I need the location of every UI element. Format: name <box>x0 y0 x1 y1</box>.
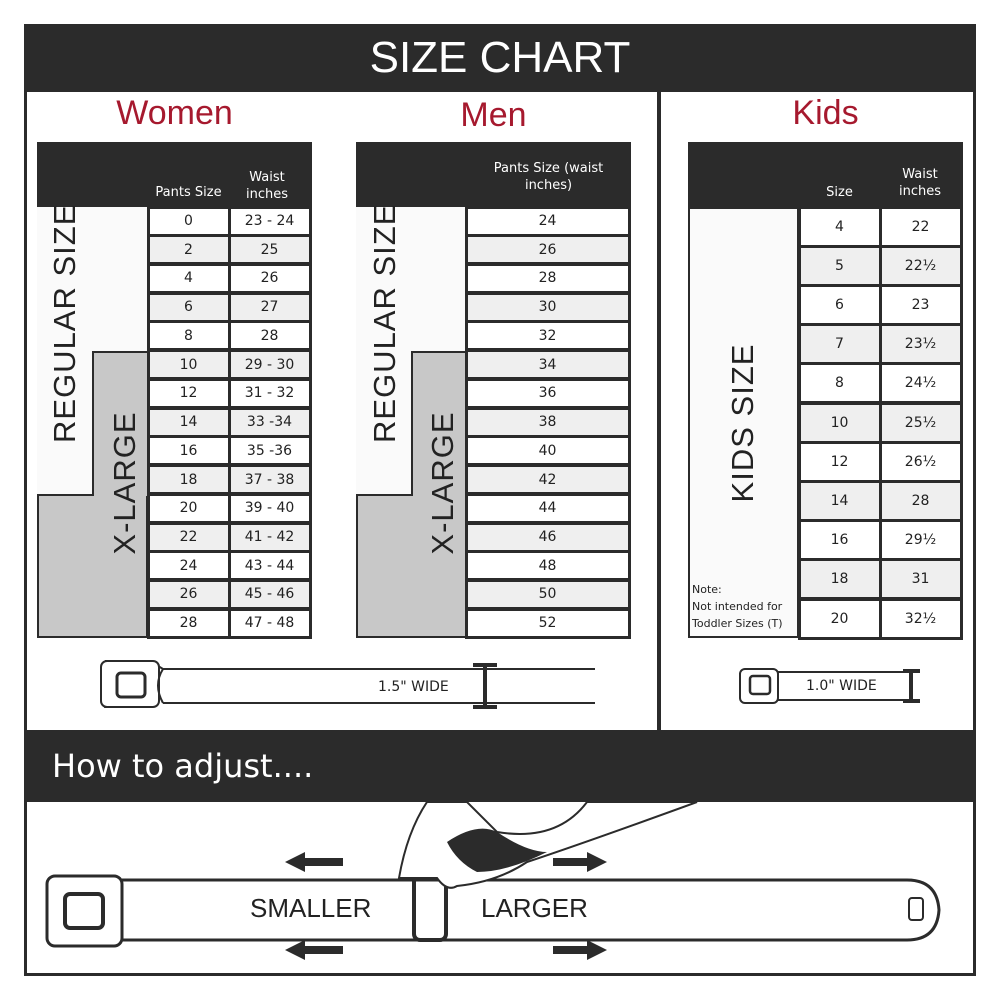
men-pants-size-cell: 24 <box>464 205 631 237</box>
men-pants-size-cell: 40 <box>464 435 631 467</box>
men-table-header: Pants Size (waist inches) <box>356 142 631 207</box>
adjust-belt-illustration <box>45 802 941 960</box>
women-waist-cell: 45 - 46 <box>227 578 312 610</box>
kids-waist-cell: 22½ <box>878 244 963 287</box>
women-waist-cell: 35 -36 <box>227 435 312 467</box>
kids-size-cell: 14 <box>797 479 882 522</box>
kids-size-cell: 12 <box>797 440 882 483</box>
women-pants-size-cell: 18 <box>146 464 231 496</box>
women-heading: Women <box>116 94 233 132</box>
women-waist-cell: 27 <box>227 291 312 323</box>
kids-size-cell: 16 <box>797 519 882 562</box>
women-waist-cell: 37 - 38 <box>227 464 312 496</box>
women-pants-size-cell: 10 <box>146 349 231 381</box>
women-col-waist: Waist inches <box>245 170 288 202</box>
women-waist-cell: 23 - 24 <box>227 205 312 237</box>
women-pants-size-cell: 14 <box>146 406 231 438</box>
kids-col-size: Size <box>826 185 853 200</box>
kids-waist-cell: 24½ <box>878 362 963 405</box>
kids-waist-cell: 32½ <box>878 597 963 640</box>
men-pants-size-cell: 50 <box>464 578 631 610</box>
women-regular-label: REGULAR SIZE <box>47 203 82 443</box>
women-pants-size-cell: 28 <box>146 607 231 639</box>
women-waist-cell: 33 -34 <box>227 406 312 438</box>
kids-table-header: Size Waist inches <box>688 142 963 207</box>
women-waist-cell: 25 <box>227 234 312 266</box>
men-regular-label: REGULAR SIZE <box>367 203 402 443</box>
men-pants-size-cell: 26 <box>464 234 631 266</box>
kids-col-waist: Waist inches <box>898 167 941 199</box>
women-pants-size-cell: 0 <box>146 205 231 237</box>
women-belt-illustration <box>100 660 595 709</box>
arrow-icons <box>285 852 607 960</box>
kids-note: Note: Not intended for Toddler Sizes (T) <box>692 581 797 632</box>
men-pants-size-cell: 32 <box>464 320 631 352</box>
women-waist-cell: 47 - 48 <box>227 607 312 639</box>
note-label: Note: <box>692 583 722 596</box>
men-pants-size-cell: 48 <box>464 550 631 582</box>
women-waist-cell: 29 - 30 <box>227 349 312 381</box>
men-pants-size-cell: 44 <box>464 492 631 524</box>
women-table-header: Pants Size Waist inches <box>37 142 312 207</box>
note-text: Not intended for Toddler Sizes (T) <box>692 600 783 630</box>
women-waist-cell: 43 - 44 <box>227 550 312 582</box>
kids-waist-cell: 25½ <box>878 401 963 444</box>
women-pants-size-cell: 4 <box>146 262 231 294</box>
women-col-pants: Pants Size <box>155 185 222 200</box>
kids-size-cell: 10 <box>797 401 882 444</box>
men-pants-size-cell: 46 <box>464 521 631 553</box>
men-pants-size-cell: 28 <box>464 262 631 294</box>
kids-waist-cell: 28 <box>878 479 963 522</box>
men-pants-size-cell: 36 <box>464 377 631 409</box>
divider <box>657 92 661 732</box>
larger-label: LARGER <box>481 893 588 923</box>
kids-size-cell: 4 <box>797 205 882 248</box>
kids-belt-width: 1.0" WIDE <box>806 678 877 694</box>
kids-size-cell: 6 <box>797 283 882 326</box>
smaller-label: SMALLER <box>250 893 372 923</box>
kids-waist-cell: 29½ <box>878 519 963 562</box>
women-waist-cell: 31 - 32 <box>227 377 312 409</box>
kids-waist-cell: 22 <box>878 205 963 248</box>
women-pants-size-cell: 22 <box>146 521 231 553</box>
kids-size-cell: 8 <box>797 362 882 405</box>
men-xlarge-label: X-LARGE <box>425 411 460 555</box>
women-pants-size-cell: 8 <box>146 320 231 352</box>
men-col-pants: Pants Size (waist inches) <box>493 161 604 193</box>
kids-size-cell: 7 <box>797 323 882 366</box>
kids-size-cell: 20 <box>797 597 882 640</box>
men-pants-size-cell: 42 <box>464 464 631 496</box>
kids-size-cell: 5 <box>797 244 882 287</box>
kids-waist-cell: 31 <box>878 558 963 601</box>
women-pants-size-cell: 20 <box>146 492 231 524</box>
women-pants-size-cell: 26 <box>146 578 231 610</box>
women-pants-size-cell: 2 <box>146 234 231 266</box>
women-waist-cell: 41 - 42 <box>227 521 312 553</box>
women-belt-width: 1.5" WIDE <box>378 679 449 695</box>
men-pants-size-cell: 34 <box>464 349 631 381</box>
men-pants-size-cell: 52 <box>464 607 631 639</box>
women-pants-size-cell: 12 <box>146 377 231 409</box>
kids-size-cell: 18 <box>797 558 882 601</box>
page-title: SIZE CHART <box>24 24 976 92</box>
women-waist-cell: 26 <box>227 262 312 294</box>
men-pants-size-cell: 30 <box>464 291 631 323</box>
women-waist-cell: 28 <box>227 320 312 352</box>
women-waist-cell: 39 - 40 <box>227 492 312 524</box>
women-pants-size-cell: 16 <box>146 435 231 467</box>
men-pants-size-cell: 38 <box>464 406 631 438</box>
women-pants-size-cell: 6 <box>146 291 231 323</box>
kids-waist-cell: 23½ <box>878 323 963 366</box>
women-pants-size-cell: 24 <box>146 550 231 582</box>
kids-waist-cell: 26½ <box>878 440 963 483</box>
how-to-adjust-heading: How to adjust.... <box>24 730 976 802</box>
women-xlarge-label: X-LARGE <box>107 411 142 555</box>
kids-belt-illustration <box>739 668 920 704</box>
kids-waist-cell: 23 <box>878 283 963 326</box>
men-heading: Men <box>460 96 527 134</box>
kids-heading: Kids <box>792 94 859 132</box>
kids-size-label: KIDS SIZE <box>725 343 760 503</box>
